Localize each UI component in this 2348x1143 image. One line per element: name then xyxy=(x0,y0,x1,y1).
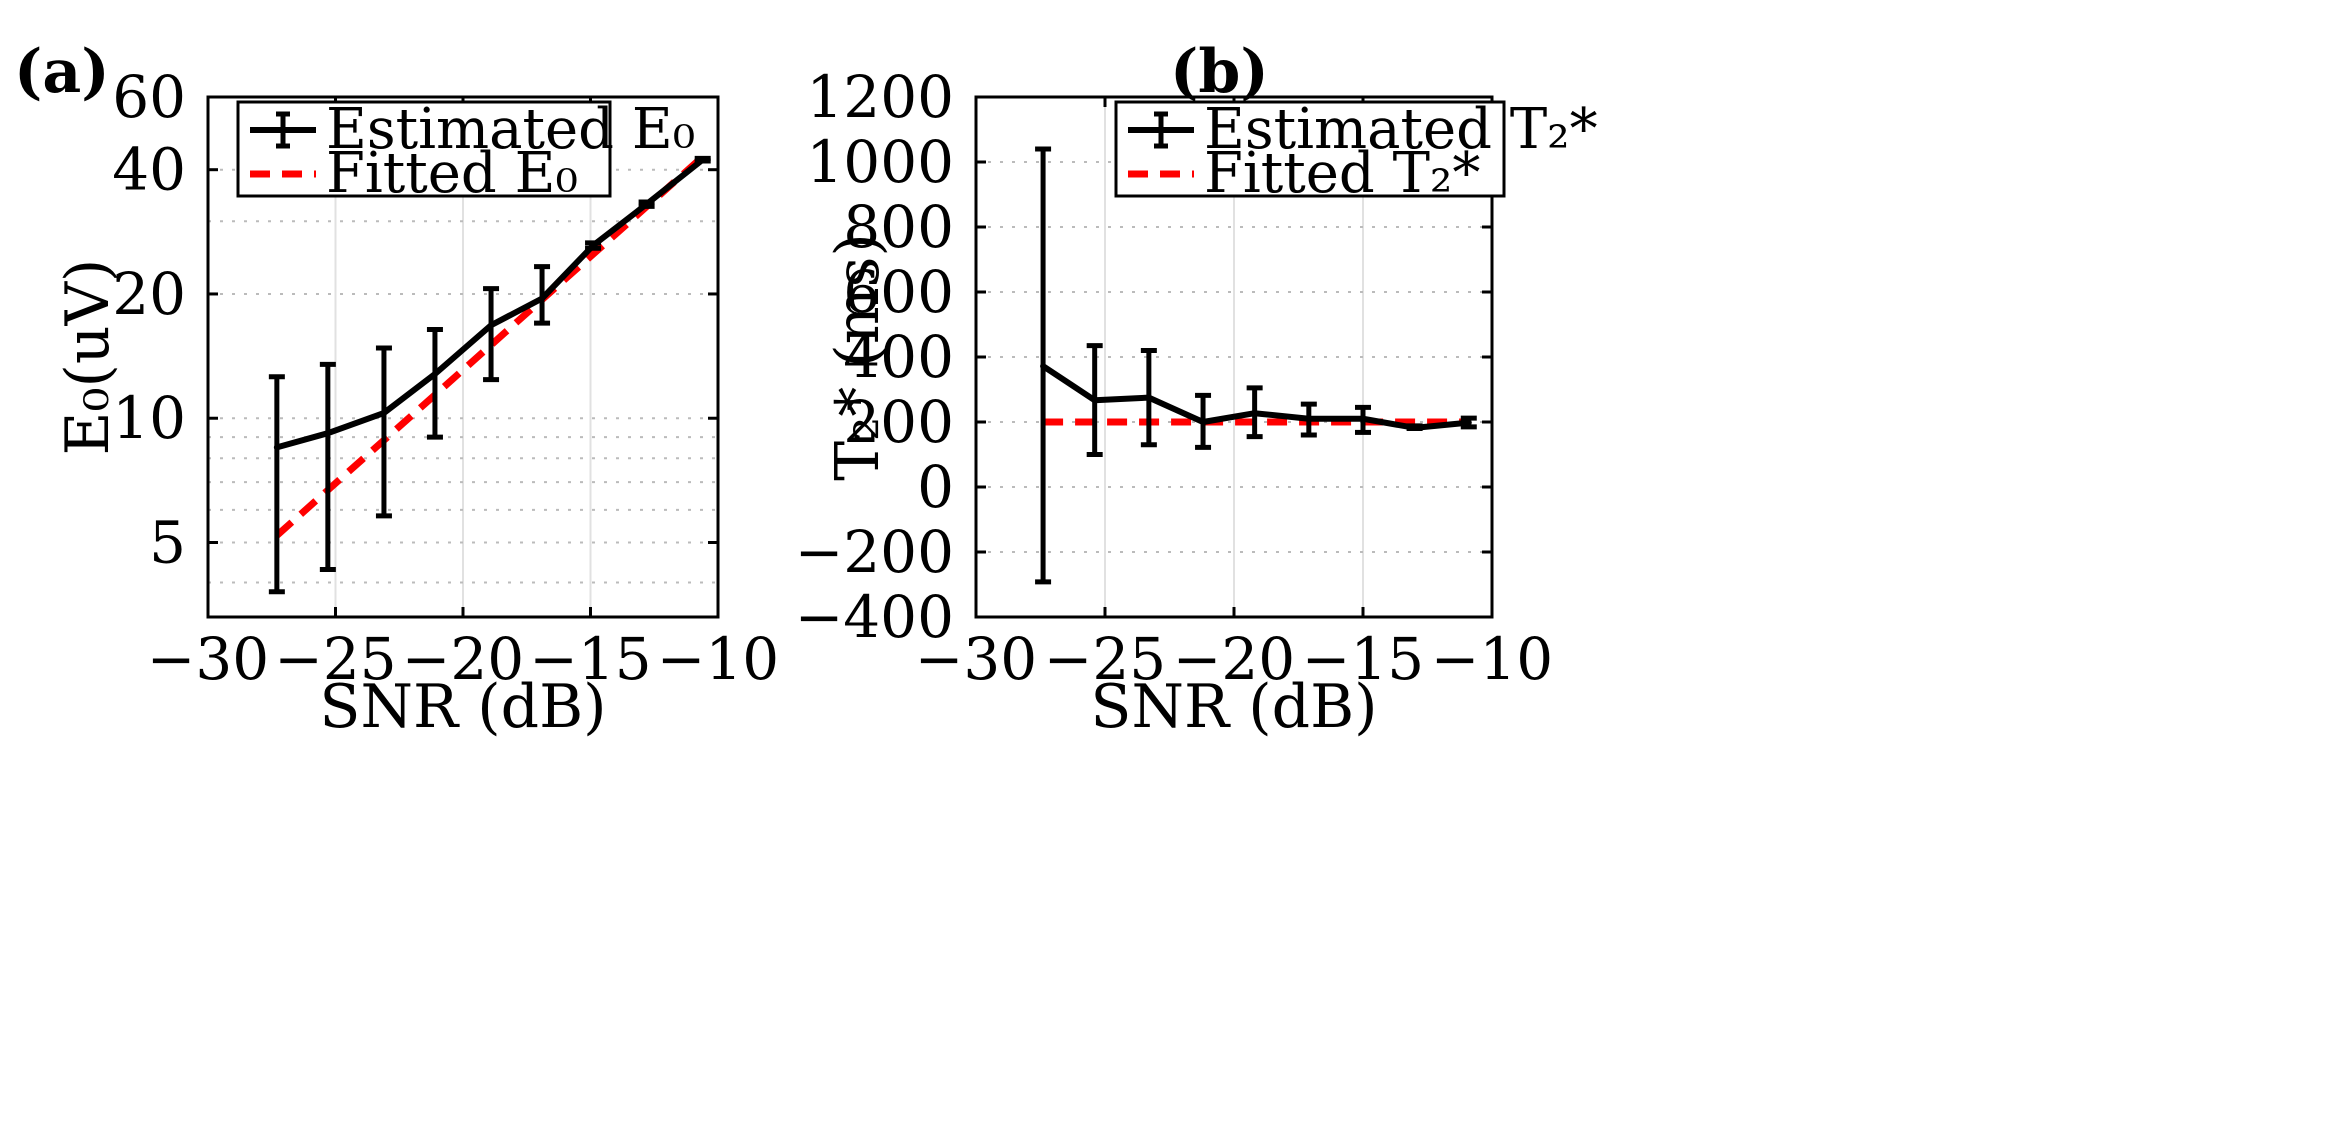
legend-box xyxy=(236,100,612,198)
data-point xyxy=(1145,394,1152,401)
data-point xyxy=(1091,397,1098,404)
x-tick-label: −20 xyxy=(1173,625,1295,693)
x-tick-labels: −30 −25 −20 −15 −10 xyxy=(147,625,779,693)
data-point xyxy=(1305,415,1312,422)
x-tick-label: −15 xyxy=(529,625,651,693)
legend-box xyxy=(1114,100,1506,198)
x-axis-label: SNR (dB) xyxy=(1090,672,1377,742)
data-point xyxy=(1360,415,1366,422)
y-tick-label: 0 xyxy=(917,453,954,521)
x-tick-label: −10 xyxy=(1431,625,1553,693)
estimated-series xyxy=(268,155,711,595)
legend: Estimated E₀ Fitted E₀ xyxy=(236,97,695,206)
y-axis-label: E₀(uV) xyxy=(53,259,123,456)
y-axis-label: T₂* (ms) xyxy=(823,233,893,481)
legend-fitted-label: Fitted E₀ xyxy=(326,141,578,206)
y-tick-label: 40 xyxy=(112,136,186,204)
data-point xyxy=(643,201,650,208)
panel-a-label: (a) xyxy=(14,37,110,107)
data-point xyxy=(1251,410,1258,417)
y-tick-label: 800 xyxy=(843,193,954,261)
data-point xyxy=(273,444,280,451)
y-tick-label: 400 xyxy=(843,323,954,391)
legend-estimated-symbol xyxy=(250,111,316,149)
estimated-series xyxy=(1035,146,1477,585)
x-axis-label: SNR (dB) xyxy=(319,672,606,742)
legend-estimated-label: Estimated E₀ xyxy=(326,97,695,162)
x-tick-label: −15 xyxy=(1302,625,1424,693)
y-tick-label: 20 xyxy=(112,260,186,328)
data-point xyxy=(488,322,495,329)
data-point xyxy=(431,370,438,377)
x-tick-label: −25 xyxy=(1044,625,1166,693)
x-tick-labels: −30 −25 −20 −15 −10 xyxy=(915,625,1553,693)
x-tick-label: −30 xyxy=(147,625,269,693)
data-point xyxy=(380,409,387,416)
y-tick-label: 1200 xyxy=(806,63,954,131)
y-tick-label: −200 xyxy=(795,518,954,586)
legend-estimated-label: Estimated T₂* xyxy=(1204,97,1598,162)
x-tick-label: −30 xyxy=(915,625,1037,693)
chart-panel-b: −30 −25 −20 −15 −10 −400−2000200400600800100… xyxy=(795,63,1598,742)
y-tick-label: 200 xyxy=(843,388,954,456)
y-tick-label: 600 xyxy=(843,258,954,326)
data-point xyxy=(539,295,546,302)
x-tick-label: −25 xyxy=(274,625,396,693)
legend-estimated-symbol xyxy=(1128,111,1194,149)
data-point xyxy=(590,242,597,249)
x-tick-label: −10 xyxy=(657,625,779,693)
data-point xyxy=(699,156,706,163)
data-point xyxy=(1411,424,1418,431)
x-tick-label: −20 xyxy=(402,625,524,693)
y-tick-label: 60 xyxy=(112,63,186,131)
data-point xyxy=(1465,419,1472,426)
legend-fitted-label: Fitted T₂* xyxy=(1204,141,1480,206)
panel-b-label: (b) xyxy=(1170,37,1269,107)
y-tick-label: −400 xyxy=(795,583,954,651)
legend: Estimated T₂* Fitted T₂* xyxy=(1114,97,1598,206)
data-point xyxy=(324,430,331,437)
data-point xyxy=(1040,363,1047,370)
y-tick-label: 10 xyxy=(112,384,186,452)
y-tick-label: 1000 xyxy=(806,128,954,196)
y-tick-label: 5 xyxy=(149,509,186,577)
data-point xyxy=(1200,419,1207,425)
